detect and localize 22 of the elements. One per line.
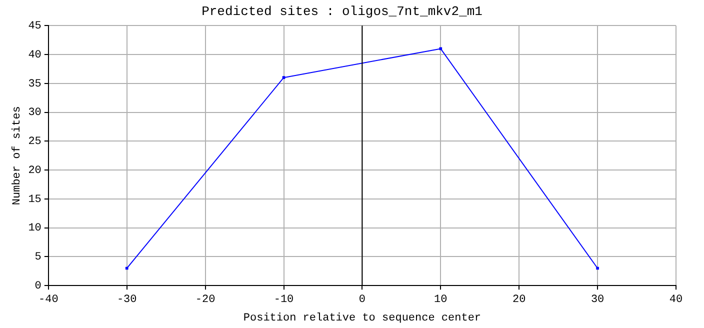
y-tick-label: 20 (28, 164, 42, 177)
x-tick-label: -40 (38, 294, 58, 306)
y-tick-label: 25 (28, 136, 42, 148)
y-tick-label: 30 (28, 107, 42, 120)
x-tick-label: 10 (434, 294, 448, 306)
x-tick-label: 20 (512, 294, 526, 306)
x-tick-label: -20 (195, 294, 216, 306)
y-tick-label: 40 (28, 49, 42, 62)
x-axis-title: Position relative to sequence center (243, 312, 482, 324)
chart-title: Predicted sites : oligos_7nt_mkv2_m1 (202, 4, 483, 20)
y-tick-label: 35 (28, 78, 42, 90)
x-tick-label: 30 (590, 294, 604, 306)
x-tick-label: -10 (274, 294, 294, 306)
y-tick-label: 5 (34, 252, 42, 264)
y-axis-title: Number of sites (12, 106, 24, 206)
y-tick-label: 0 (34, 280, 42, 293)
x-tick-label: 0 (358, 294, 366, 306)
x-tick-label: -30 (116, 294, 137, 306)
y-tick-label: 45 (28, 20, 42, 33)
x-tick-label: 40 (669, 294, 683, 306)
y-tick-label: 15 (28, 194, 42, 206)
y-tick-label: 10 (28, 222, 42, 235)
